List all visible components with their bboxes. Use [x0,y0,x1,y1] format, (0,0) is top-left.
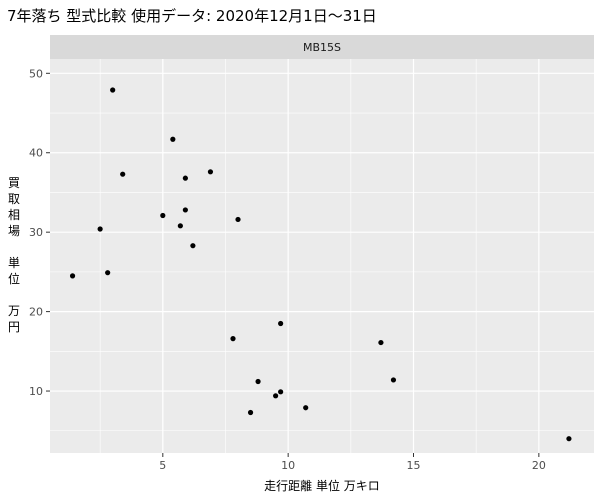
data-point [390,377,397,383]
y-axis-title-char: 場 [8,224,20,238]
facet-strip [50,35,594,59]
facet-label: MB15S [303,41,341,54]
major-gridlines [50,59,594,453]
data-point [207,169,214,175]
data-point [230,336,236,342]
minor-gridlines [50,59,594,453]
data-point [273,393,279,399]
data-point [303,405,309,411]
data-point [190,243,196,249]
data-point [247,409,254,416]
y-axis-title-char: 相 [8,208,20,222]
y-axis-title-char: 買 [8,176,20,190]
y-axis-title-char: 取 [8,192,20,206]
data-point [182,175,188,181]
data-point [170,136,176,142]
y-axis-title-char: 万 [8,304,20,318]
x-axis: 5 10 15 20 [159,453,546,472]
x-tick-label: 10 [281,459,295,472]
y-tick-label: 10 [29,385,43,398]
data-point [378,339,384,346]
data-point [110,87,116,93]
data-point [105,270,111,276]
y-axis-title-char: 単 [8,256,20,270]
y-tick-label: 50 [29,67,43,80]
data-point [120,171,126,177]
data-point [97,226,103,232]
data-point [182,207,188,213]
data-point [69,273,76,279]
y-tick-label: 40 [29,147,43,160]
y-axis-title-char: 位 [8,271,20,286]
y-tick-label: 20 [29,306,43,319]
data-points [69,87,572,442]
chart-title: 7年落ち 型式比較 使用データ: 2020年12月1日～31日 [7,7,377,25]
plot-panel [50,59,594,453]
data-point [235,216,241,223]
data-point [278,320,284,327]
y-axis-title-char: 円 [8,320,20,334]
x-tick-label: 20 [532,459,546,472]
y-axis: 10 20 30 40 50 [29,67,50,398]
data-point [278,389,284,395]
x-tick-label: 15 [407,459,421,472]
y-tick-label: 30 [29,226,43,239]
data-point [177,223,183,229]
x-axis-title: 走行距離 単位 万キロ [264,478,380,493]
x-tick-label: 5 [159,459,166,472]
data-point [566,436,572,442]
data-point [255,378,261,385]
data-point [160,212,166,219]
